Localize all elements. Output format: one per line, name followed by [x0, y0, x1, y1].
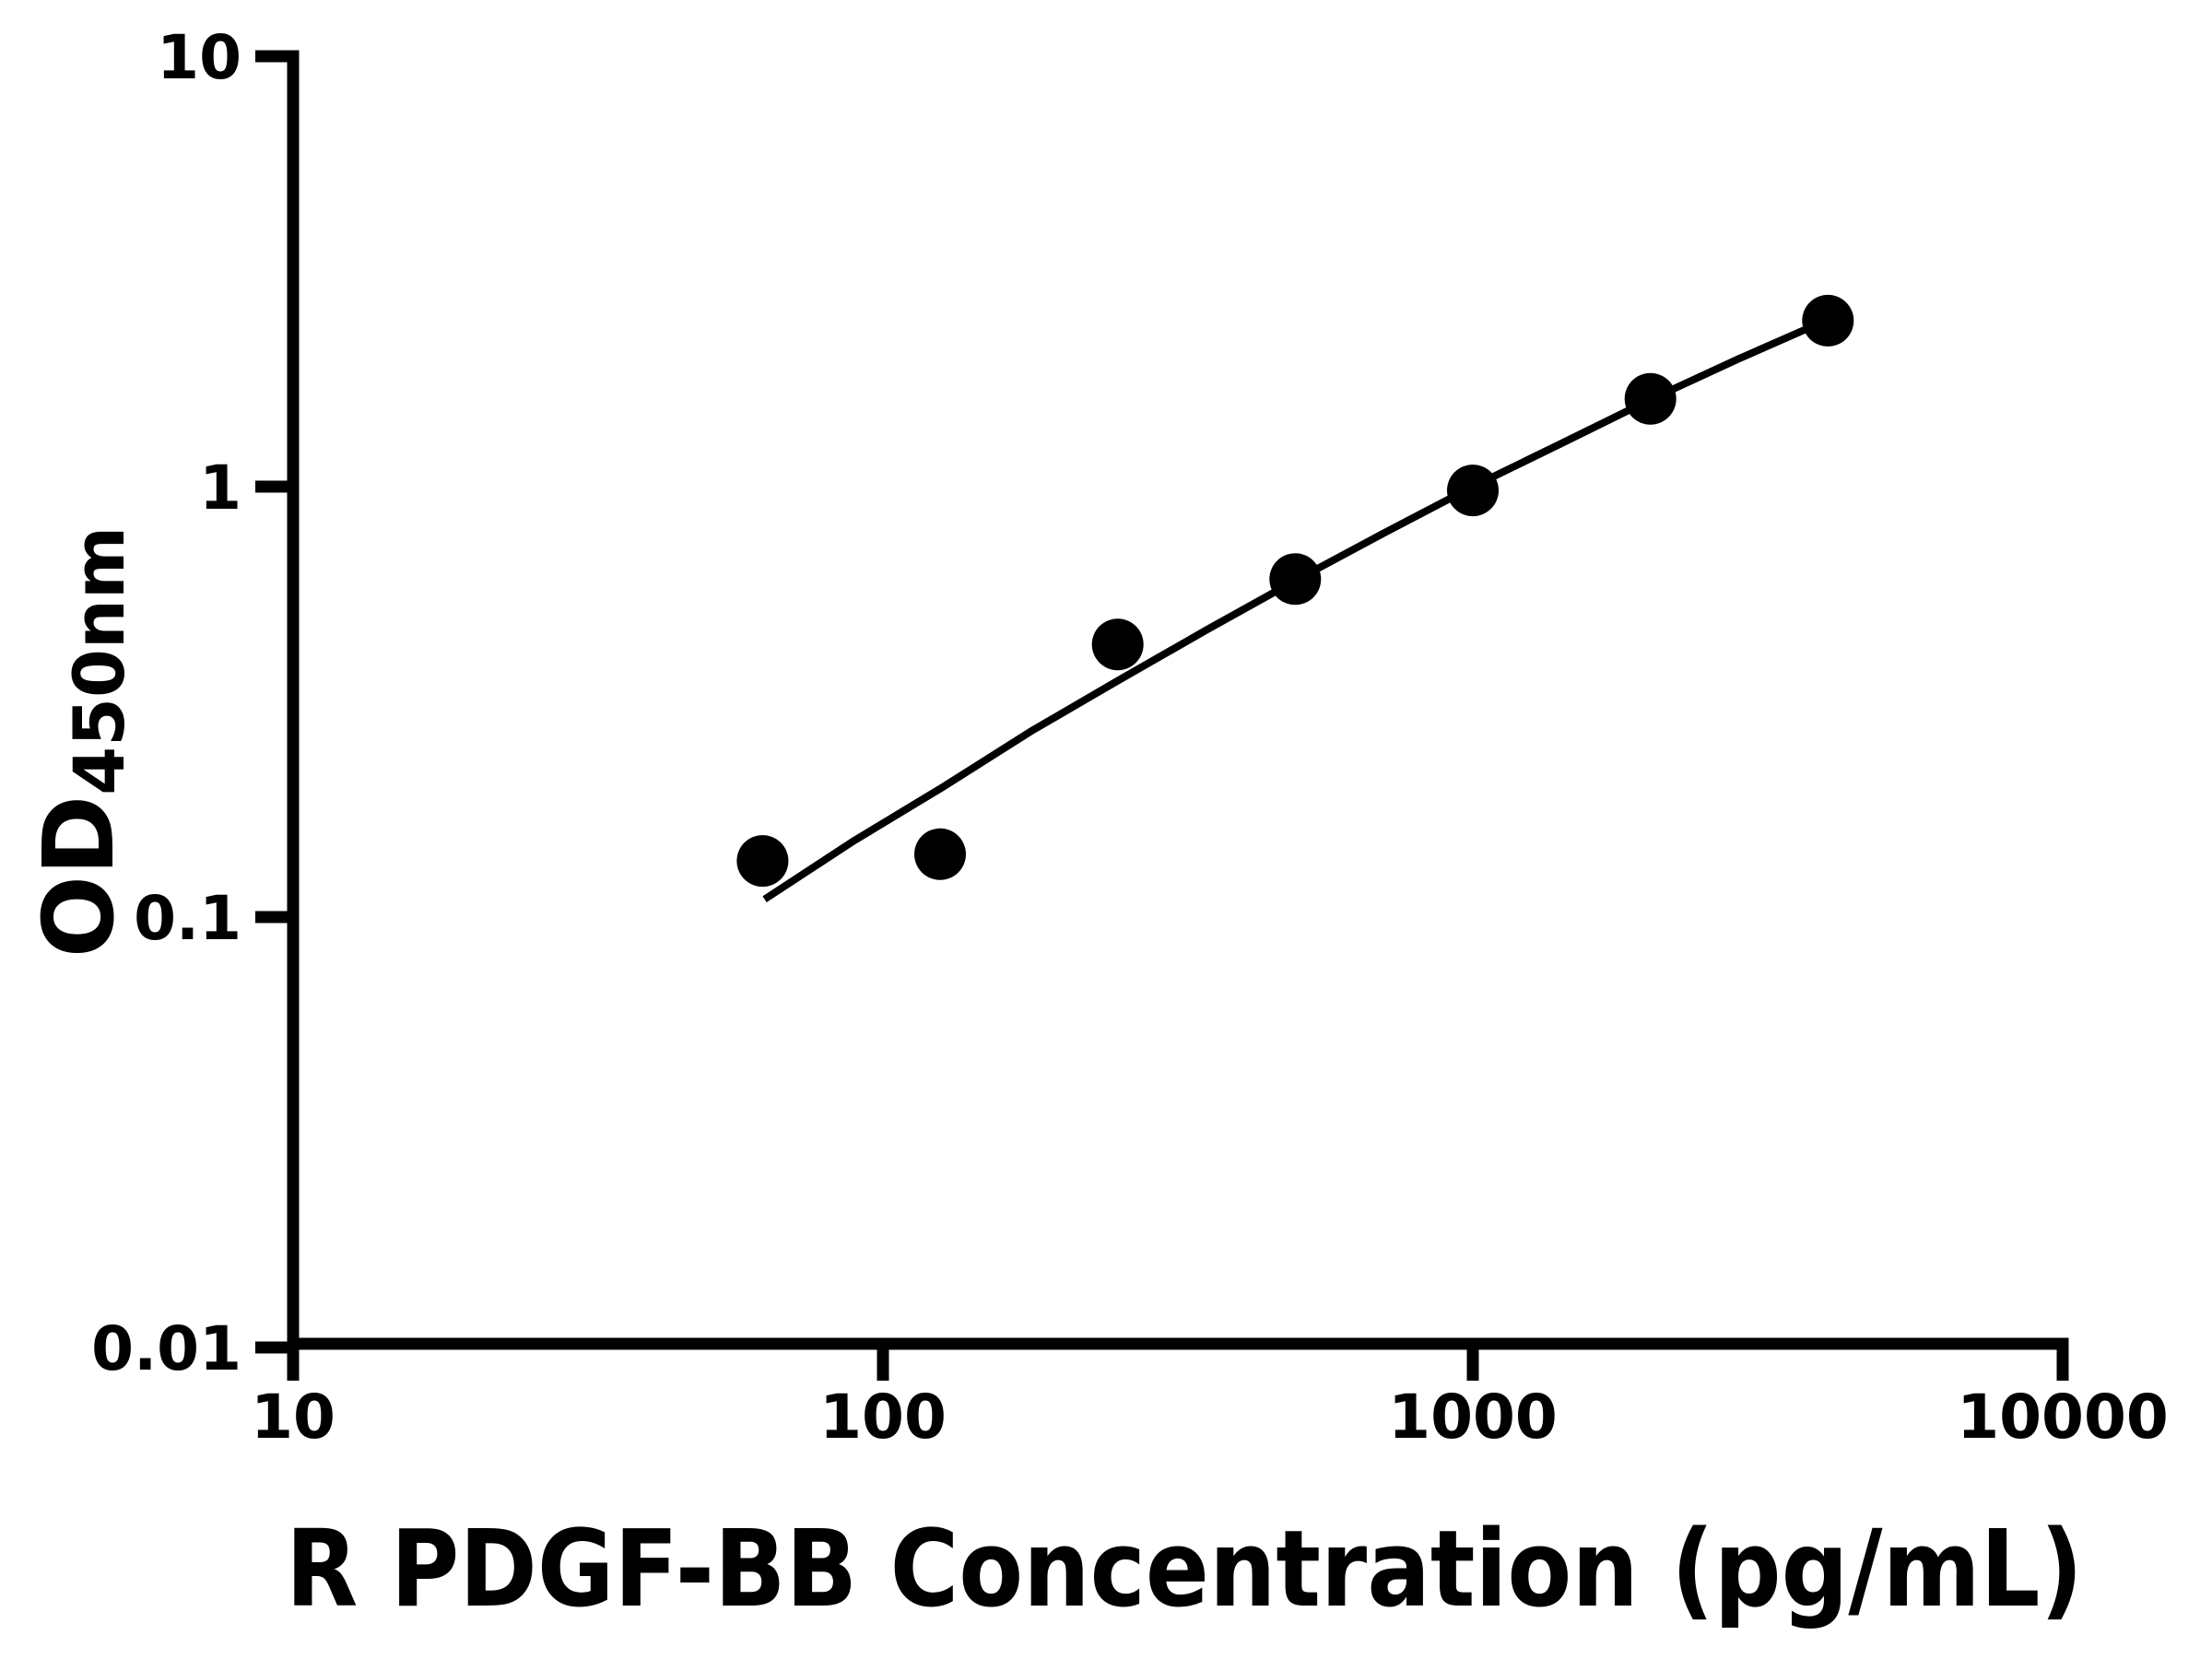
y-tick-label: 10	[157, 22, 241, 93]
data-point-marker	[1447, 465, 1499, 517]
x-tick-label: 10000	[1957, 1382, 2169, 1453]
y-tick-label: 0.01	[91, 1313, 241, 1384]
data-point-marker	[1091, 618, 1144, 671]
x-tick-label: 10	[251, 1382, 335, 1453]
data-point-marker	[914, 828, 966, 880]
y-tick-label: 1	[199, 453, 241, 524]
data-point-marker	[1269, 553, 1322, 606]
y-axis-title: OD450nm	[23, 526, 140, 958]
x-tick-label: 100	[819, 1382, 947, 1453]
y-tick-label: 0.1	[134, 883, 241, 954]
data-point-marker	[1624, 372, 1677, 425]
data-point-marker	[736, 835, 789, 888]
y-axis-title-main: OD	[23, 795, 135, 958]
x-axis-title: R PDGF-BB Concentration (pg/mL)	[286, 1508, 2083, 1631]
x-tick-label: 1000	[1388, 1382, 1558, 1453]
y-axis-title-sub: 450nm	[58, 526, 140, 795]
data-point-marker	[1802, 294, 1854, 347]
